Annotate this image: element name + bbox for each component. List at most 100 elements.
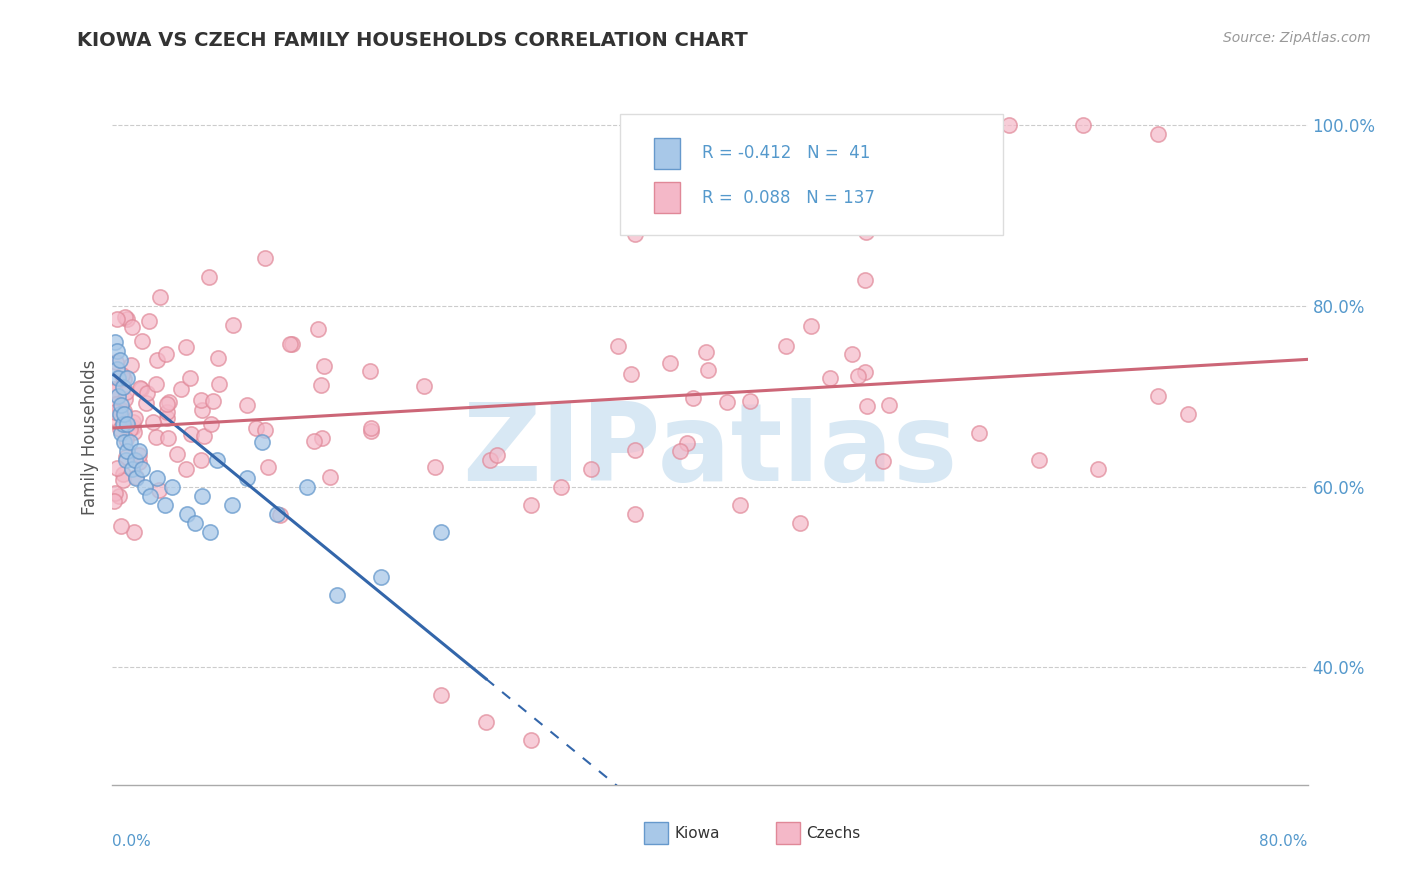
Point: [190, 452, 212, 467]
Point: [208, 376, 231, 391]
Point: [325, 588, 347, 602]
Point: [879, 399, 901, 413]
Point: [121, 319, 143, 334]
Point: [107, 414, 129, 428]
Point: [107, 489, 129, 503]
Point: [281, 337, 304, 351]
Point: [309, 377, 332, 392]
Point: [855, 225, 877, 239]
Point: [254, 423, 277, 437]
Point: [430, 524, 453, 539]
Point: [620, 367, 643, 381]
Point: [425, 460, 447, 475]
Point: [114, 404, 136, 418]
Point: [775, 339, 797, 353]
Point: [841, 346, 863, 360]
Point: [114, 432, 136, 446]
Point: [103, 382, 125, 396]
Point: [122, 425, 145, 439]
Point: [695, 345, 717, 359]
Point: [789, 516, 811, 530]
Point: [135, 396, 157, 410]
Point: [125, 470, 148, 484]
Text: R =  0.088   N = 137: R = 0.088 N = 137: [702, 189, 875, 207]
Point: [319, 470, 342, 484]
Point: [110, 368, 132, 382]
Point: [696, 363, 718, 377]
Point: [205, 452, 228, 467]
Point: [149, 290, 172, 304]
Point: [105, 311, 128, 326]
Point: [302, 434, 325, 449]
Point: [153, 498, 176, 512]
Point: [108, 353, 131, 368]
Point: [257, 460, 280, 475]
Point: [120, 422, 142, 436]
Point: [359, 364, 381, 378]
Point: [145, 377, 167, 392]
Point: [606, 338, 628, 352]
Point: [853, 273, 876, 287]
Point: [146, 352, 169, 367]
Point: [676, 436, 699, 450]
Point: [1147, 389, 1170, 403]
Point: [105, 461, 128, 475]
Point: [139, 489, 162, 503]
Point: [114, 392, 136, 406]
Point: [190, 392, 212, 407]
Point: [193, 429, 215, 443]
Point: [148, 483, 170, 497]
Point: [114, 384, 136, 399]
Point: [624, 227, 647, 241]
Text: R = -0.412   N =  41: R = -0.412 N = 41: [702, 145, 870, 162]
Point: [156, 411, 179, 425]
Bar: [654, 138, 681, 169]
Point: [191, 489, 214, 503]
Point: [128, 448, 150, 462]
Point: [145, 430, 167, 444]
Point: [136, 386, 159, 401]
Point: [114, 408, 135, 422]
Point: [156, 404, 179, 418]
Text: 80.0%: 80.0%: [1260, 834, 1308, 848]
Point: [430, 688, 453, 702]
Point: [108, 421, 131, 435]
Point: [104, 405, 127, 419]
Point: [872, 454, 894, 468]
Text: KIOWA VS CZECH FAMILY HOUSEHOLDS CORRELATION CHART: KIOWA VS CZECH FAMILY HOUSEHOLDS CORRELA…: [77, 31, 748, 50]
Point: [658, 356, 681, 370]
Point: [128, 381, 150, 395]
Bar: [644, 822, 668, 844]
Point: [773, 181, 796, 195]
Point: [115, 312, 138, 326]
Point: [1028, 452, 1050, 467]
Point: [413, 379, 436, 393]
Point: [157, 431, 180, 445]
Point: [138, 314, 160, 328]
Point: [120, 358, 142, 372]
Point: [142, 415, 165, 429]
Point: [200, 417, 222, 432]
Bar: [654, 182, 681, 213]
Point: [108, 408, 131, 422]
Point: [128, 443, 150, 458]
Point: [128, 455, 150, 469]
Point: [478, 452, 501, 467]
Point: [183, 516, 205, 530]
Point: [124, 411, 146, 425]
Point: [105, 355, 128, 369]
Point: [202, 394, 225, 409]
Point: [848, 163, 870, 178]
Text: Czechs: Czechs: [806, 826, 860, 841]
Point: [682, 391, 704, 405]
Point: [967, 425, 990, 440]
Point: [111, 473, 134, 487]
Point: [107, 389, 129, 403]
Point: [314, 359, 336, 374]
Point: [103, 486, 125, 500]
Point: [922, 119, 945, 133]
Point: [738, 394, 761, 409]
Point: [170, 382, 193, 396]
Point: [124, 452, 146, 467]
Point: [856, 399, 879, 413]
